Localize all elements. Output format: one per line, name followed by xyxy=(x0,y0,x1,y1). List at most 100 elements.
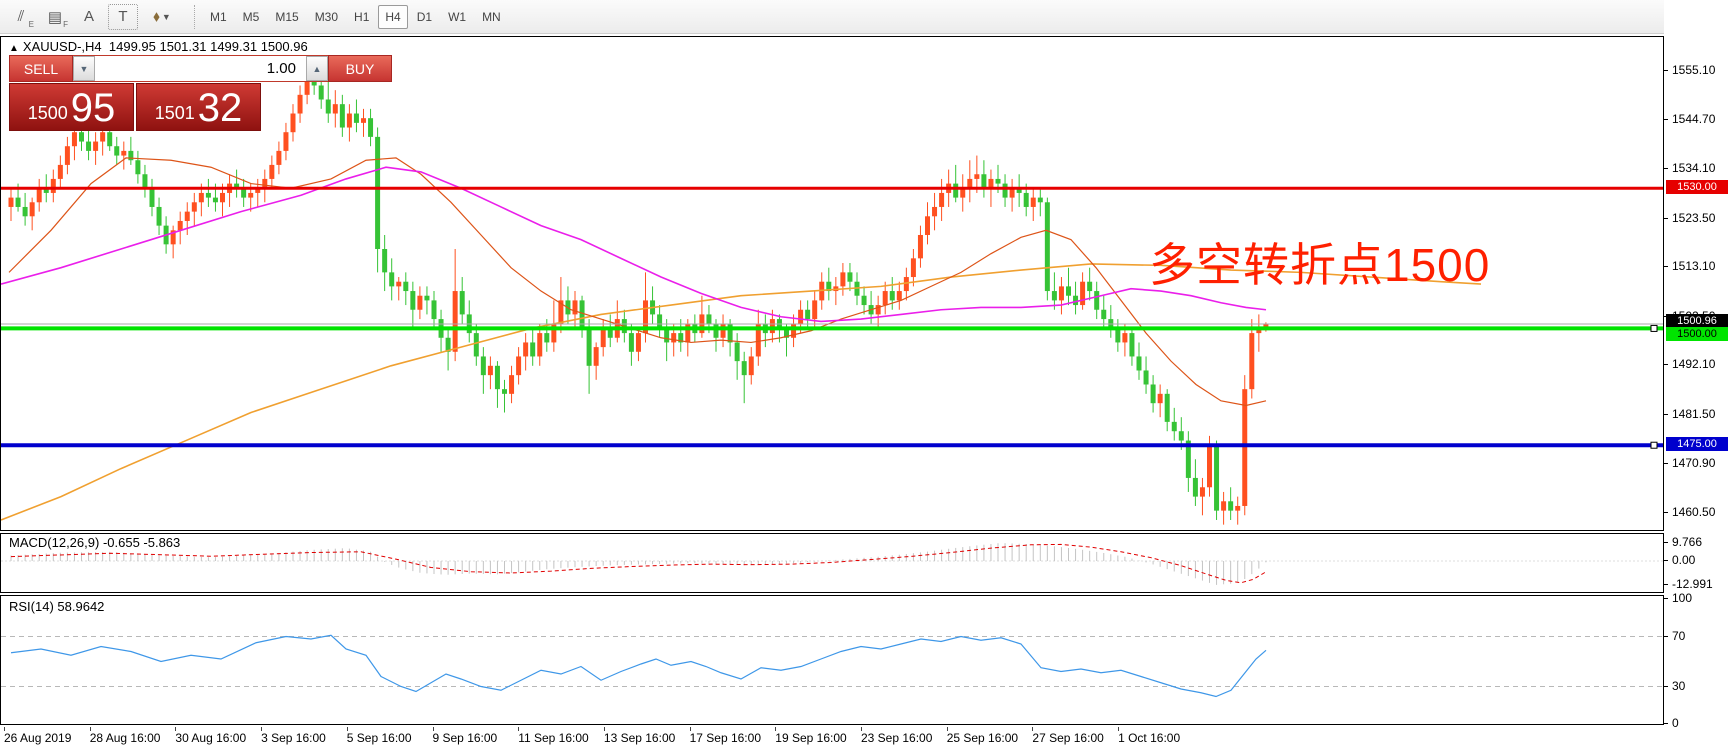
candle-body xyxy=(177,220,183,231)
candle-body xyxy=(304,76,310,95)
equidistant-channel-tool-button[interactable]: ⫽ E xyxy=(6,4,36,30)
candle-body xyxy=(212,197,218,203)
candle-body xyxy=(417,295,423,310)
volume-input[interactable] xyxy=(95,56,306,81)
price-axis-label: 1460.50 xyxy=(1672,504,1716,519)
date-axis-label: 11 Sep 16:00 xyxy=(518,731,589,745)
candle-body xyxy=(156,206,162,226)
buy-price-display[interactable]: 1501 32 xyxy=(136,83,261,131)
fibonacci-tool-button[interactable]: ▤ F xyxy=(40,4,70,30)
candle-body xyxy=(805,309,811,320)
sell-price-small: 1500 xyxy=(27,103,68,123)
price-axis-label: 1523.50 xyxy=(1672,210,1716,225)
timeframe-button-h1[interactable]: H1 xyxy=(354,9,370,24)
date-axis-label: 23 Sep 16:00 xyxy=(861,731,933,745)
date-tick xyxy=(861,727,862,731)
candle-body xyxy=(346,113,352,128)
timeframe-button-m30[interactable]: M30 xyxy=(314,9,339,24)
price-axis[interactable]: 1555.101544.701534.101523.501513.101502.… xyxy=(1664,0,1732,748)
current-price-badge: 1500.96 xyxy=(1666,313,1728,328)
axis-tick xyxy=(1664,560,1668,561)
timeframe-button-m15[interactable]: M15 xyxy=(275,9,299,24)
candle-body xyxy=(875,305,881,315)
main-chart-panel[interactable]: ▲ XAUUSD-,H4 1499.95 1501.31 1499.31 1500… xyxy=(0,36,1664,531)
candle-body xyxy=(29,202,35,217)
timeframe-button-m5[interactable]: M5 xyxy=(242,9,260,24)
candle-body xyxy=(403,281,409,292)
candle-body xyxy=(530,342,536,357)
candle-body xyxy=(967,178,973,189)
sell-price-display[interactable]: 1500 95 xyxy=(9,83,134,131)
label-tool-icon: T xyxy=(118,8,128,25)
chart-text-annotation[interactable]: 多空转折点1500 xyxy=(1149,239,1491,291)
candle-body xyxy=(71,132,77,147)
timeframe-button-h4[interactable]: H4 xyxy=(378,4,408,29)
macd-axis-label: -12.991 xyxy=(1672,576,1713,591)
timeframe-button-m1[interactable]: M1 xyxy=(210,9,227,24)
rsi-indicator-panel[interactable]: RSI(14) 58.9642 xyxy=(0,595,1664,725)
rsi-value: 58.9642 xyxy=(57,599,105,614)
date-tick xyxy=(775,727,777,731)
axis-tick xyxy=(1664,685,1668,687)
text-tool-icon: A xyxy=(83,8,94,25)
candle-body xyxy=(353,113,359,123)
macd-indicator-panel[interactable]: MACD(12,26,9) -0.655 -5.863 xyxy=(0,533,1664,593)
pivot-1500-handle[interactable] xyxy=(1650,324,1658,332)
candle-body xyxy=(1122,333,1128,343)
candle-body xyxy=(297,94,303,114)
candle-body xyxy=(1030,197,1036,207)
candle-body xyxy=(339,104,345,128)
date-tick xyxy=(346,727,348,731)
candle-body xyxy=(22,206,28,217)
candle-body xyxy=(396,281,402,287)
volume-increase-button[interactable]: ▲ xyxy=(306,56,328,81)
candle-body xyxy=(586,328,592,366)
date-tick xyxy=(89,727,91,731)
candle-body xyxy=(925,216,930,235)
macd-canvas xyxy=(1,543,1663,585)
candle-body xyxy=(445,337,451,352)
date-axis-label: 1 Oct 16:00 xyxy=(1118,731,1181,745)
rsi-axis-label: 0 xyxy=(1672,716,1679,730)
buy-button[interactable]: BUY xyxy=(328,55,392,82)
support-1475-handle[interactable] xyxy=(1650,441,1658,449)
axis-tick xyxy=(1664,118,1668,120)
candle-body xyxy=(241,188,247,198)
candle-body xyxy=(1087,281,1093,292)
candle-body xyxy=(480,356,486,376)
price-axis-label: 1544.70 xyxy=(1672,111,1716,126)
macd-axis-label: 0.00 xyxy=(1672,553,1696,567)
text-tool-button[interactable]: A xyxy=(74,4,104,30)
candle-body xyxy=(593,347,599,366)
timeframe-button-mn[interactable]: MN xyxy=(482,9,501,24)
main-chart-canvas[interactable] xyxy=(1,37,1663,530)
candle-body xyxy=(1058,286,1064,301)
candle-body xyxy=(784,328,789,338)
arrows-tool-button[interactable]: ⬧ ▼ xyxy=(142,4,182,30)
candle-body xyxy=(107,132,113,147)
candle-body xyxy=(847,272,853,282)
candle-body xyxy=(1136,356,1142,371)
candle-body xyxy=(953,183,959,198)
date-tick xyxy=(1032,727,1034,731)
candle-body xyxy=(142,174,148,189)
candle-body xyxy=(910,258,916,278)
macd-header: MACD(12,26,9) -0.655 -5.863 xyxy=(9,535,180,550)
collapse-arrow-icon[interactable]: ▲ xyxy=(9,43,19,54)
date-axis-label: 26 Aug 2019 xyxy=(4,731,72,745)
candle-body xyxy=(128,150,134,161)
candle-body xyxy=(544,333,550,343)
candle-body xyxy=(269,164,275,179)
candle-body xyxy=(509,375,515,394)
label-tool-button[interactable]: T xyxy=(108,3,138,30)
candle-body xyxy=(1221,501,1227,511)
candle-body xyxy=(57,164,63,179)
timeframe-button-w1[interactable]: W1 xyxy=(448,9,467,24)
candle-body xyxy=(685,323,691,343)
sell-button[interactable]: SELL xyxy=(9,55,73,82)
candle-body xyxy=(424,295,430,301)
candle-body xyxy=(283,132,289,151)
timeframe-button-d1[interactable]: D1 xyxy=(416,9,433,24)
time-axis[interactable]: 26 Aug 2019 28 Aug 16:00 30 Aug 16:00 3 Sep… xyxy=(0,727,1664,748)
volume-decrease-button[interactable]: ▼ xyxy=(73,56,95,81)
